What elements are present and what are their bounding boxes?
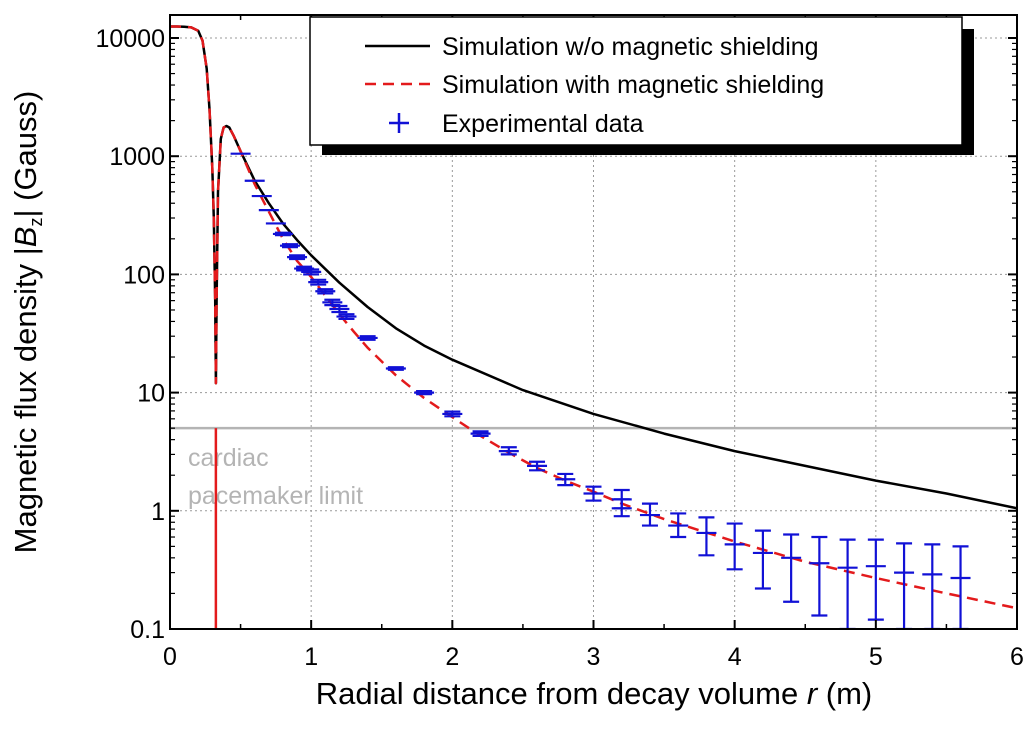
experimental-data-point	[781, 533, 802, 603]
experimental-data-point	[922, 543, 943, 629]
experimental-data-point	[272, 231, 293, 237]
x-tick-label: 3	[587, 643, 601, 671]
experimental-data-point	[611, 498, 632, 518]
y-axis-title: Magnetic flux density |Bz| (Gauss)	[8, 91, 46, 554]
y-axis-ticks	[170, 37, 1017, 630]
x-tick-label: 5	[869, 643, 883, 671]
experimental-data-point	[322, 298, 343, 307]
x-tick-label: 2	[445, 643, 459, 671]
x-tick-label: 6	[1010, 643, 1024, 671]
reference-label-line-2: pacemaker limit	[188, 482, 363, 510]
experimental-data-point	[442, 410, 463, 418]
experimental-data-point	[668, 512, 689, 539]
experimental-data-point	[279, 243, 300, 249]
experimental-data-point	[315, 288, 336, 295]
y-tick-label: 10000	[95, 25, 165, 53]
x-axis-title-unit: (m)	[817, 676, 872, 711]
experimental-data-point	[724, 522, 745, 571]
legend: Simulation w/o magnetic shielding Simula…	[309, 16, 974, 155]
experimental-data-point	[752, 529, 773, 590]
experimental-data-point	[639, 502, 660, 527]
experimental-data-point	[837, 538, 858, 629]
y-axis-title-variable: B	[8, 227, 43, 248]
experimental-data-point	[357, 335, 378, 341]
x-tick-label: 0	[163, 643, 177, 671]
y-tick-label: 10	[137, 380, 165, 408]
experimental-data-point	[809, 535, 830, 617]
x-axis-title: Radial distance from decay volume r (m)	[316, 676, 873, 711]
experimental-data-point	[696, 516, 717, 557]
experimental-data-point	[414, 389, 435, 396]
legend-box	[309, 16, 963, 146]
series-line-with-shielding	[170, 25, 1017, 610]
y-tick-label: 1	[151, 498, 165, 526]
experimental-data-point	[950, 545, 971, 629]
experimental-data-point	[555, 472, 576, 487]
experimental-data-point	[894, 542, 915, 629]
experimental-data-point	[308, 278, 329, 286]
legend-label-with-shielding: Simulation with magnetic shielding	[442, 71, 824, 99]
experimental-data-point	[336, 313, 357, 321]
experimental-data-point	[470, 430, 491, 438]
legend-swatch-experimental	[389, 113, 409, 133]
experimental-data-point	[498, 446, 519, 456]
experimental-data-point	[583, 485, 604, 502]
experimental-data-point	[527, 460, 548, 472]
y-axis-title-subscript: z	[26, 218, 46, 227]
y-tick-label: 0.1	[130, 616, 165, 644]
y-axis-title-text: Magnetic flux density |	[8, 247, 43, 553]
experimental-data-point	[865, 538, 886, 621]
legend-label-no-shielding: Simulation w/o magnetic shielding	[442, 33, 819, 61]
legend-label-experimental: Experimental data	[442, 110, 644, 138]
reference-label-line-1: cardiac	[188, 444, 269, 472]
x-tick-label: 4	[728, 643, 742, 671]
experimental-data-point	[287, 254, 308, 261]
experimental-data-point	[329, 304, 350, 314]
experimental-data-point	[301, 268, 322, 276]
series-layer	[170, 25, 1017, 629]
x-axis-title-text: Radial distance from decay volume	[316, 676, 807, 711]
y-tick-label: 1000	[109, 143, 165, 171]
y-tick-label: 100	[123, 261, 165, 289]
experimental-data-points	[230, 152, 971, 629]
x-axis-title-variable: r	[807, 676, 819, 711]
y-axis-title-unit: | (Gauss)	[8, 91, 43, 218]
x-tick-label: 1	[304, 643, 318, 671]
experimental-data-point	[385, 366, 406, 371]
